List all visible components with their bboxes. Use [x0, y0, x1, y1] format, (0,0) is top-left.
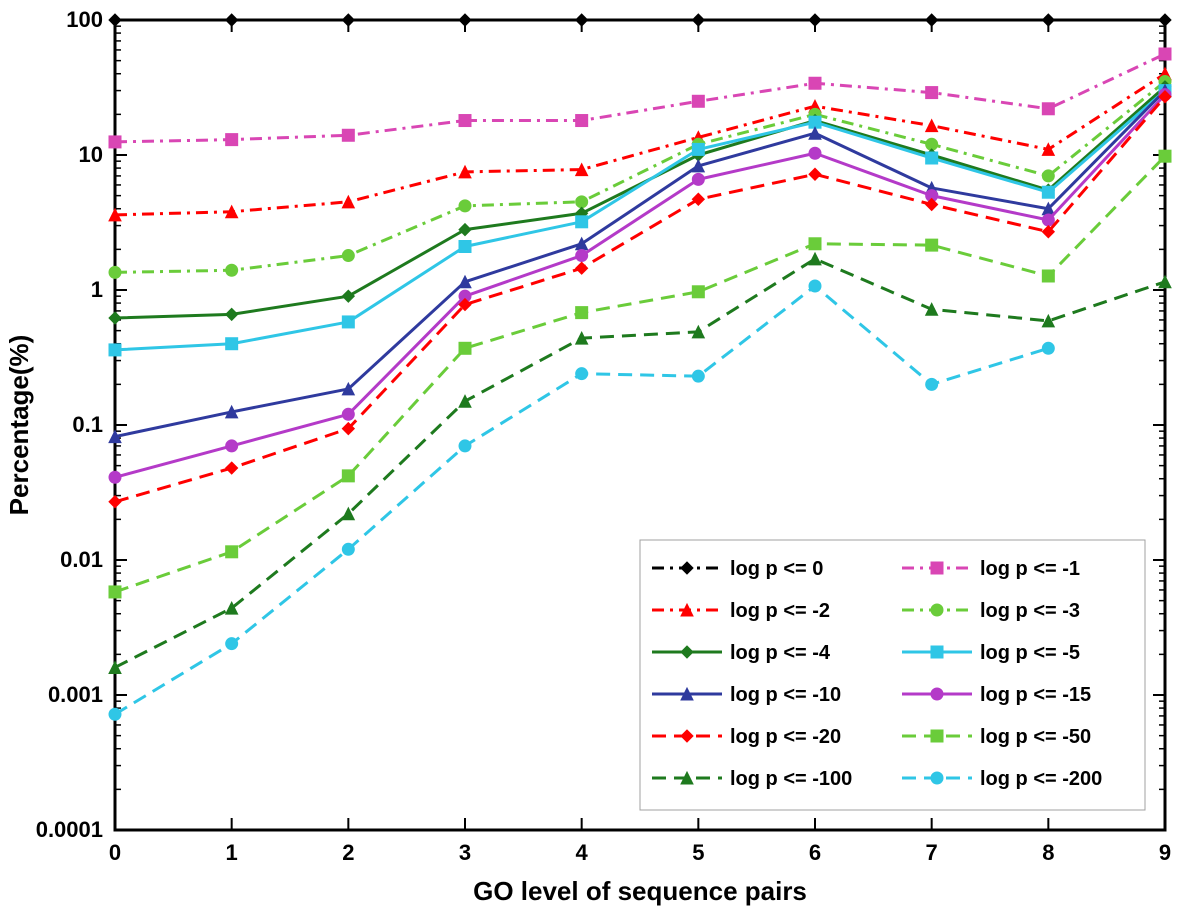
marker-square — [342, 316, 354, 328]
marker-circle — [931, 604, 943, 616]
marker-square — [109, 344, 121, 356]
marker-circle — [459, 200, 471, 212]
y-tick-label: 100 — [66, 7, 103, 32]
x-tick-label: 6 — [809, 840, 821, 865]
legend-label: log p <= 0 — [730, 558, 823, 580]
marker-circle — [692, 173, 704, 185]
marker-square — [576, 115, 588, 127]
marker-circle — [931, 688, 943, 700]
marker-square — [576, 216, 588, 228]
x-tick-label: 1 — [226, 840, 238, 865]
marker-square — [226, 134, 238, 146]
marker-square — [576, 307, 588, 319]
marker-square — [931, 562, 943, 574]
y-tick-label: 1 — [91, 277, 103, 302]
y-tick-label: 10 — [79, 142, 103, 167]
legend-label: log p <= -3 — [980, 600, 1080, 622]
y-tick-label: 0.1 — [72, 412, 103, 437]
legend-label: log p <= -5 — [980, 642, 1080, 664]
x-tick-label: 5 — [692, 840, 704, 865]
x-tick-label: 4 — [576, 840, 589, 865]
legend-label: log p <= -1 — [980, 558, 1080, 580]
marker-square — [459, 342, 471, 354]
legend: log p <= 0 log p <= -1 log p <= -2 log p <=… — [640, 540, 1145, 810]
marker-square — [809, 77, 821, 89]
x-tick-label: 8 — [1042, 840, 1054, 865]
marker-square — [1159, 150, 1171, 162]
marker-circle — [226, 638, 238, 650]
marker-circle — [1042, 214, 1054, 226]
y-tick-label: 0.001 — [48, 682, 103, 707]
marker-square — [809, 238, 821, 250]
legend-label: log p <= -20 — [730, 726, 841, 748]
marker-circle — [809, 147, 821, 159]
x-tick-label: 0 — [109, 840, 121, 865]
marker-square — [931, 646, 943, 658]
y-tick-label: 0.0001 — [36, 817, 103, 842]
marker-circle — [576, 368, 588, 380]
legend-label: log p <= -4 — [730, 642, 831, 664]
line-chart: 0 1 2 3 4 5 6 7 8 9 0.0001 0.001 0.01 0.1 1 10 100 GO lev… — [0, 0, 1200, 924]
marker-square — [931, 730, 943, 742]
marker-square — [692, 143, 704, 155]
marker-circle — [1042, 170, 1054, 182]
marker-square — [692, 95, 704, 107]
marker-circle — [926, 378, 938, 390]
marker-square — [459, 241, 471, 253]
marker-square — [459, 115, 471, 127]
marker-circle — [692, 370, 704, 382]
marker-square — [692, 286, 704, 298]
marker-circle — [1042, 342, 1054, 354]
y-tick-label: 0.01 — [60, 547, 103, 572]
y-axis-label: Percentage(%) — [4, 335, 34, 516]
marker-square — [1042, 186, 1054, 198]
marker-square — [342, 470, 354, 482]
marker-circle — [226, 440, 238, 452]
legend-label: log p <= -50 — [980, 726, 1091, 748]
marker-square — [109, 586, 121, 598]
marker-square — [226, 546, 238, 558]
marker-circle — [809, 280, 821, 292]
marker-circle — [226, 264, 238, 276]
marker-square — [926, 239, 938, 251]
marker-square — [342, 129, 354, 141]
marker-circle — [342, 408, 354, 420]
x-axis-label: GO level of sequence pairs — [473, 876, 807, 906]
marker-circle — [576, 196, 588, 208]
marker-circle — [342, 543, 354, 555]
marker-square — [1042, 103, 1054, 115]
legend-label: log p <= -10 — [730, 684, 841, 706]
marker-circle — [931, 772, 943, 784]
x-tick-label: 7 — [926, 840, 938, 865]
marker-square — [926, 87, 938, 99]
x-tick-label: 3 — [459, 840, 471, 865]
marker-square — [1042, 270, 1054, 282]
marker-square — [226, 338, 238, 350]
x-tick-label: 9 — [1159, 840, 1171, 865]
marker-circle — [109, 708, 121, 720]
marker-square — [926, 152, 938, 164]
marker-circle — [109, 266, 121, 278]
legend-label: log p <= -100 — [730, 768, 852, 790]
marker-circle — [576, 250, 588, 262]
marker-circle — [459, 440, 471, 452]
legend-label: log p <= -2 — [730, 600, 830, 622]
x-tick-label: 2 — [342, 840, 354, 865]
marker-circle — [109, 471, 121, 483]
legend-label: log p <= -15 — [980, 684, 1091, 706]
marker-square — [1159, 48, 1171, 60]
chart-container: 0 1 2 3 4 5 6 7 8 9 0.0001 0.001 0.01 0.1 1 10 100 GO lev… — [0, 0, 1200, 924]
legend-label: log p <= -200 — [980, 768, 1102, 790]
marker-square — [109, 136, 121, 148]
marker-circle — [342, 250, 354, 262]
